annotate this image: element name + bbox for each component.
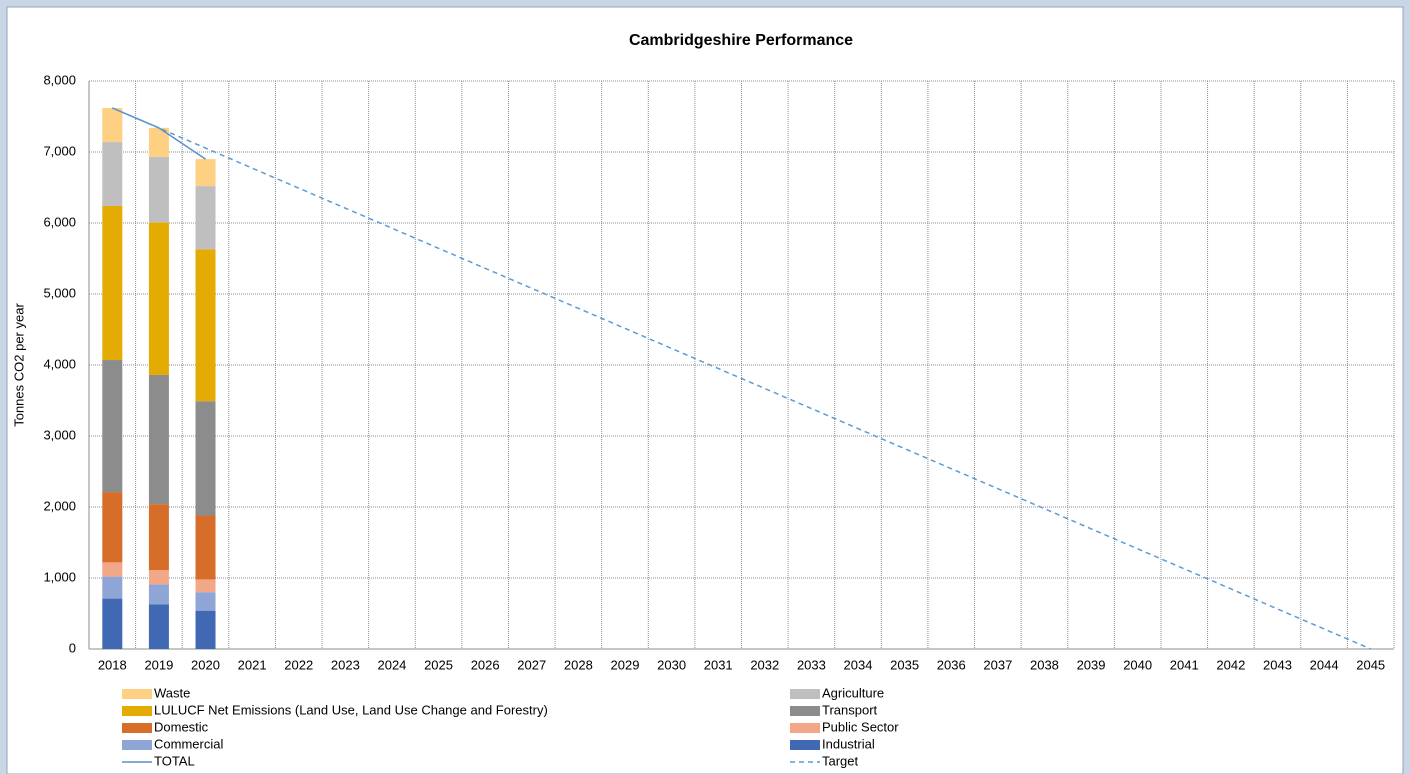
x-tick-label: 2021 (238, 657, 267, 672)
bar-segment (195, 401, 216, 516)
x-tick-label: 2027 (517, 657, 546, 672)
x-tick-label: 2034 (844, 657, 873, 672)
y-tick-label: 5,000 (43, 285, 76, 300)
line-series (112, 107, 206, 160)
legend-label: Commercial (154, 736, 223, 751)
bar-segment (195, 592, 216, 611)
bar-segment (148, 570, 169, 585)
bar-segment (148, 584, 169, 605)
bar-segment (102, 562, 123, 577)
x-tick-label: 2045 (1356, 657, 1385, 672)
x-tick-label: 2024 (377, 657, 406, 672)
x-tick-label: 2030 (657, 657, 686, 672)
x-tick-label: 2039 (1077, 657, 1106, 672)
x-tick-label: 2038 (1030, 657, 1059, 672)
y-tick-label: 7,000 (43, 143, 76, 158)
bar-segment (148, 222, 169, 375)
legend-label: Waste (154, 685, 190, 700)
y-tick-label: 0 (69, 640, 76, 655)
bar-segment (102, 492, 123, 563)
y-tick-label: 3,000 (43, 427, 76, 442)
bar-segment (148, 504, 169, 571)
bar-segment (102, 360, 123, 493)
bar-segment (148, 127, 169, 157)
bar-segment (148, 156, 169, 223)
y-axis-label: Tonnes CO2 per year (11, 303, 26, 427)
legend-label: LULUCF Net Emissions (Land Use, Land Use… (154, 702, 548, 717)
x-tick-label: 2026 (471, 657, 500, 672)
x-tick-label: 2029 (611, 657, 640, 672)
y-tick-label: 8,000 (43, 72, 76, 87)
legend-swatch (790, 723, 820, 733)
bar-segment (148, 374, 169, 505)
x-tick-label: 2022 (284, 657, 313, 672)
x-tick-label: 2033 (797, 657, 826, 672)
x-tick-label: 2032 (750, 657, 779, 672)
legend-swatch (790, 706, 820, 716)
x-tick-label: 2037 (983, 657, 1012, 672)
y-tick-label: 2,000 (43, 498, 76, 513)
legend-label: Target (822, 753, 859, 768)
x-tick-label: 2041 (1170, 657, 1199, 672)
bar-segment (102, 107, 123, 143)
legend-swatch (122, 706, 152, 716)
bar-segment (102, 142, 123, 206)
legend-label: Transport (822, 702, 878, 717)
bar-segment (102, 576, 123, 599)
legend-label: Public Sector (822, 719, 899, 734)
legend-label: Industrial (822, 736, 875, 751)
x-tick-label: 2019 (144, 657, 173, 672)
bar-segment (102, 205, 123, 361)
legend-label: TOTAL (154, 753, 195, 768)
bar-segment (148, 604, 169, 649)
x-tick-label: 2040 (1123, 657, 1152, 672)
legend-swatch (122, 723, 152, 733)
x-tick-label: 2042 (1216, 657, 1245, 672)
x-tick-label: 2035 (890, 657, 919, 672)
legend-swatch (122, 689, 152, 699)
bar-segment (195, 515, 216, 580)
x-tick-label: 2020 (191, 657, 220, 672)
bar-segment (195, 579, 216, 593)
chart-title: Cambridgeshire Performance (629, 32, 853, 49)
x-tick-label: 2023 (331, 657, 360, 672)
x-tick-label: 2044 (1310, 657, 1339, 672)
line-series (112, 107, 1371, 650)
bar-segment (195, 186, 216, 250)
x-tick-label: 2018 (98, 657, 127, 672)
x-tick-label: 2025 (424, 657, 453, 672)
legend-label: Domestic (154, 719, 209, 734)
legend-swatch (790, 740, 820, 750)
bar-segment (195, 610, 216, 649)
legend-label: Agriculture (822, 685, 884, 700)
legend-swatch (790, 689, 820, 699)
y-tick-label: 4,000 (43, 356, 76, 371)
chart-area (6, 6, 1404, 774)
bar-segment (195, 249, 216, 402)
x-tick-label: 2031 (704, 657, 733, 672)
x-tick-label: 2043 (1263, 657, 1292, 672)
bar-segment (102, 598, 123, 649)
y-tick-label: 6,000 (43, 214, 76, 229)
legend-swatch (122, 740, 152, 750)
bar-segment (195, 159, 216, 187)
x-tick-label: 2028 (564, 657, 593, 672)
x-tick-label: 2036 (937, 657, 966, 672)
y-tick-label: 1,000 (43, 569, 76, 584)
